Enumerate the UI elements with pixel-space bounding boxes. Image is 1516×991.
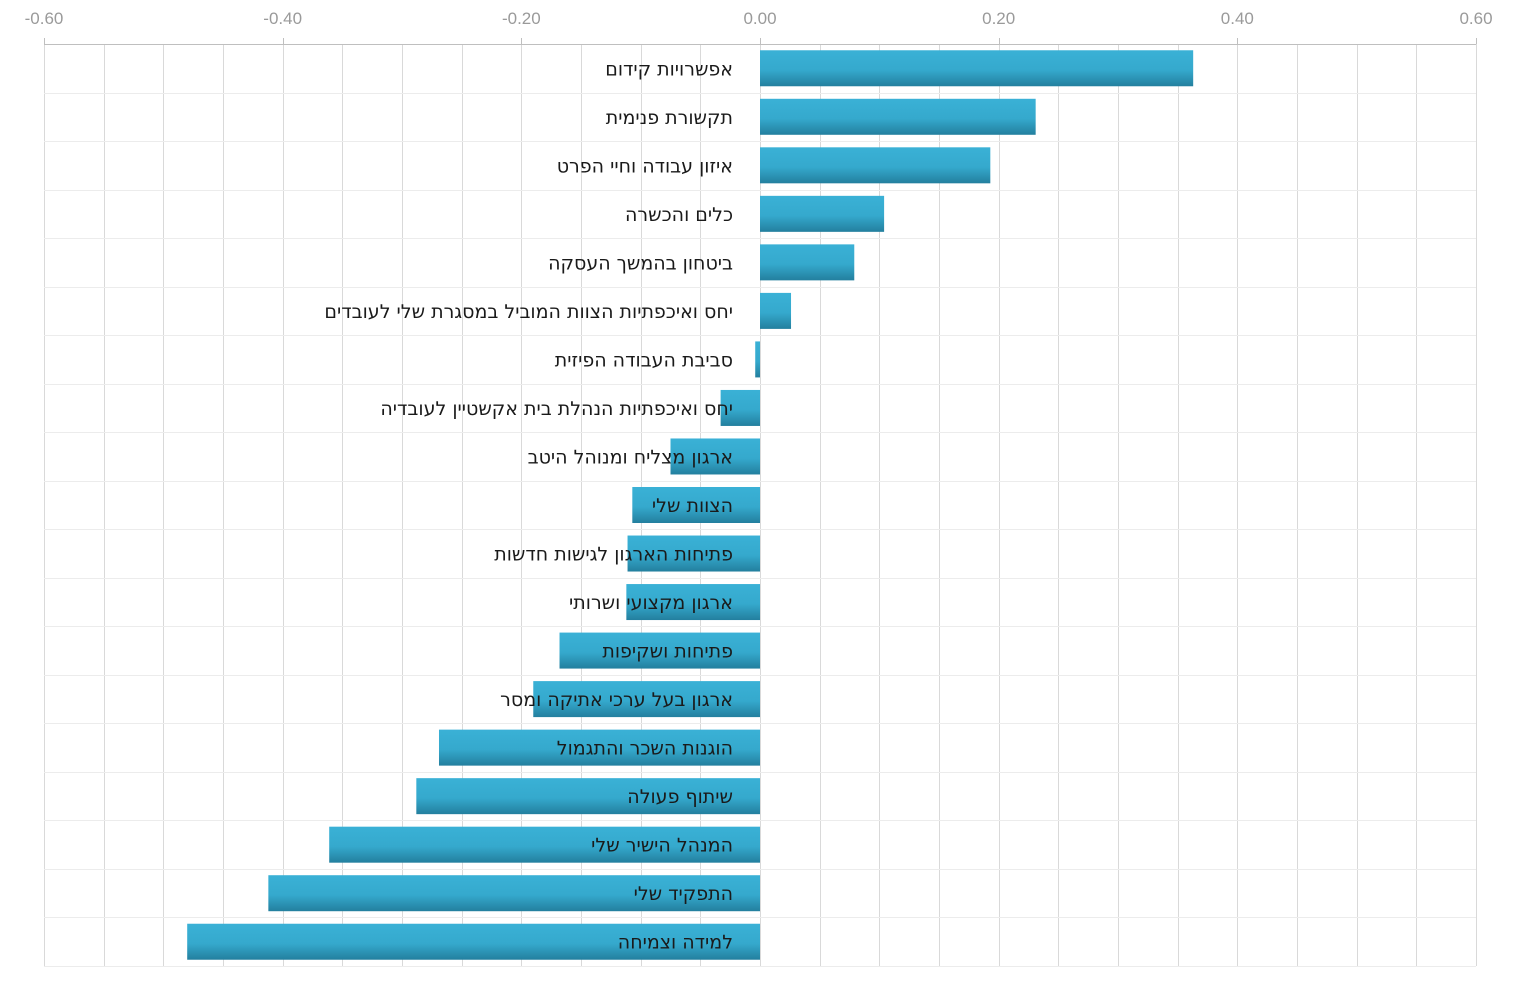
x-tick-label: 0.00 — [743, 9, 776, 28]
bar — [670, 438, 760, 475]
bar — [760, 147, 991, 184]
x-axis: -0.60 -0.40 -0.20 0.00 0.20 0.40 0.60 — [25, 9, 1493, 45]
bar — [632, 487, 760, 523]
bars — [187, 50, 1194, 960]
category-label: המנהל הישיר שלי — [591, 835, 733, 857]
bar — [760, 292, 792, 329]
category-label: סביבת העבודה הפיזית — [555, 349, 733, 371]
x-tick-label: 0.20 — [982, 9, 1015, 28]
category-label: תקשורת פנימית — [606, 107, 733, 129]
bar — [760, 50, 1194, 87]
bar — [627, 535, 760, 572]
category-label: פתיחות ושקיפות — [602, 641, 733, 663]
category-label: ארגון מקצועי ושרותי — [569, 592, 733, 614]
x-tick-label: -0.60 — [25, 9, 64, 28]
bar — [755, 341, 760, 378]
category-label: למידה וצמיחה — [618, 932, 733, 954]
category-label: התפקיד שלי — [634, 883, 733, 905]
category-label: אפשרויות קידום — [605, 58, 733, 80]
bar — [416, 778, 760, 815]
category-label: כלים והכשרה — [625, 204, 733, 226]
category-label: ארגון מצליח ומנוהל היטב — [528, 446, 733, 468]
bar — [268, 875, 760, 912]
bar — [329, 826, 760, 863]
x-tick-label: -0.40 — [263, 9, 302, 28]
category-label: יחס ואיכפתיות הצוות המוביל במסגרת שלי לע… — [324, 301, 733, 323]
category-label: שיתוף פעולה — [627, 786, 733, 808]
bar — [626, 584, 760, 621]
bar — [438, 729, 760, 766]
category-label: איזון עבודה וחיי הפרט — [557, 155, 733, 177]
x-tick-label: -0.20 — [502, 9, 541, 28]
bar — [187, 923, 760, 960]
bar — [559, 632, 760, 669]
category-label: ביטחון בהמשך העסקה — [548, 252, 733, 274]
bar — [760, 244, 855, 281]
category-label: הצוות שלי — [652, 495, 733, 517]
x-tick-label: 0.60 — [1459, 9, 1492, 28]
category-label: פתיחות הארגון לגישות חדשות — [494, 544, 733, 566]
bar — [533, 681, 760, 718]
category-label: ארגון בעל ערכי אתיקה ומסר — [500, 689, 733, 711]
gridlines — [44, 44, 1477, 967]
x-tick-label: 0.40 — [1221, 9, 1254, 28]
bar — [760, 98, 1036, 135]
bar — [760, 195, 885, 232]
category-label: יחס ואיכפתיות הנהלת בית אקשטיין לעובדיה — [380, 398, 733, 420]
bar — [720, 389, 760, 426]
category-labels: אפשרויות קידום תקשורת פנימית איזון עבודה ו… — [324, 58, 733, 953]
category-label: הוגנות השכר והתגמול — [557, 738, 733, 760]
